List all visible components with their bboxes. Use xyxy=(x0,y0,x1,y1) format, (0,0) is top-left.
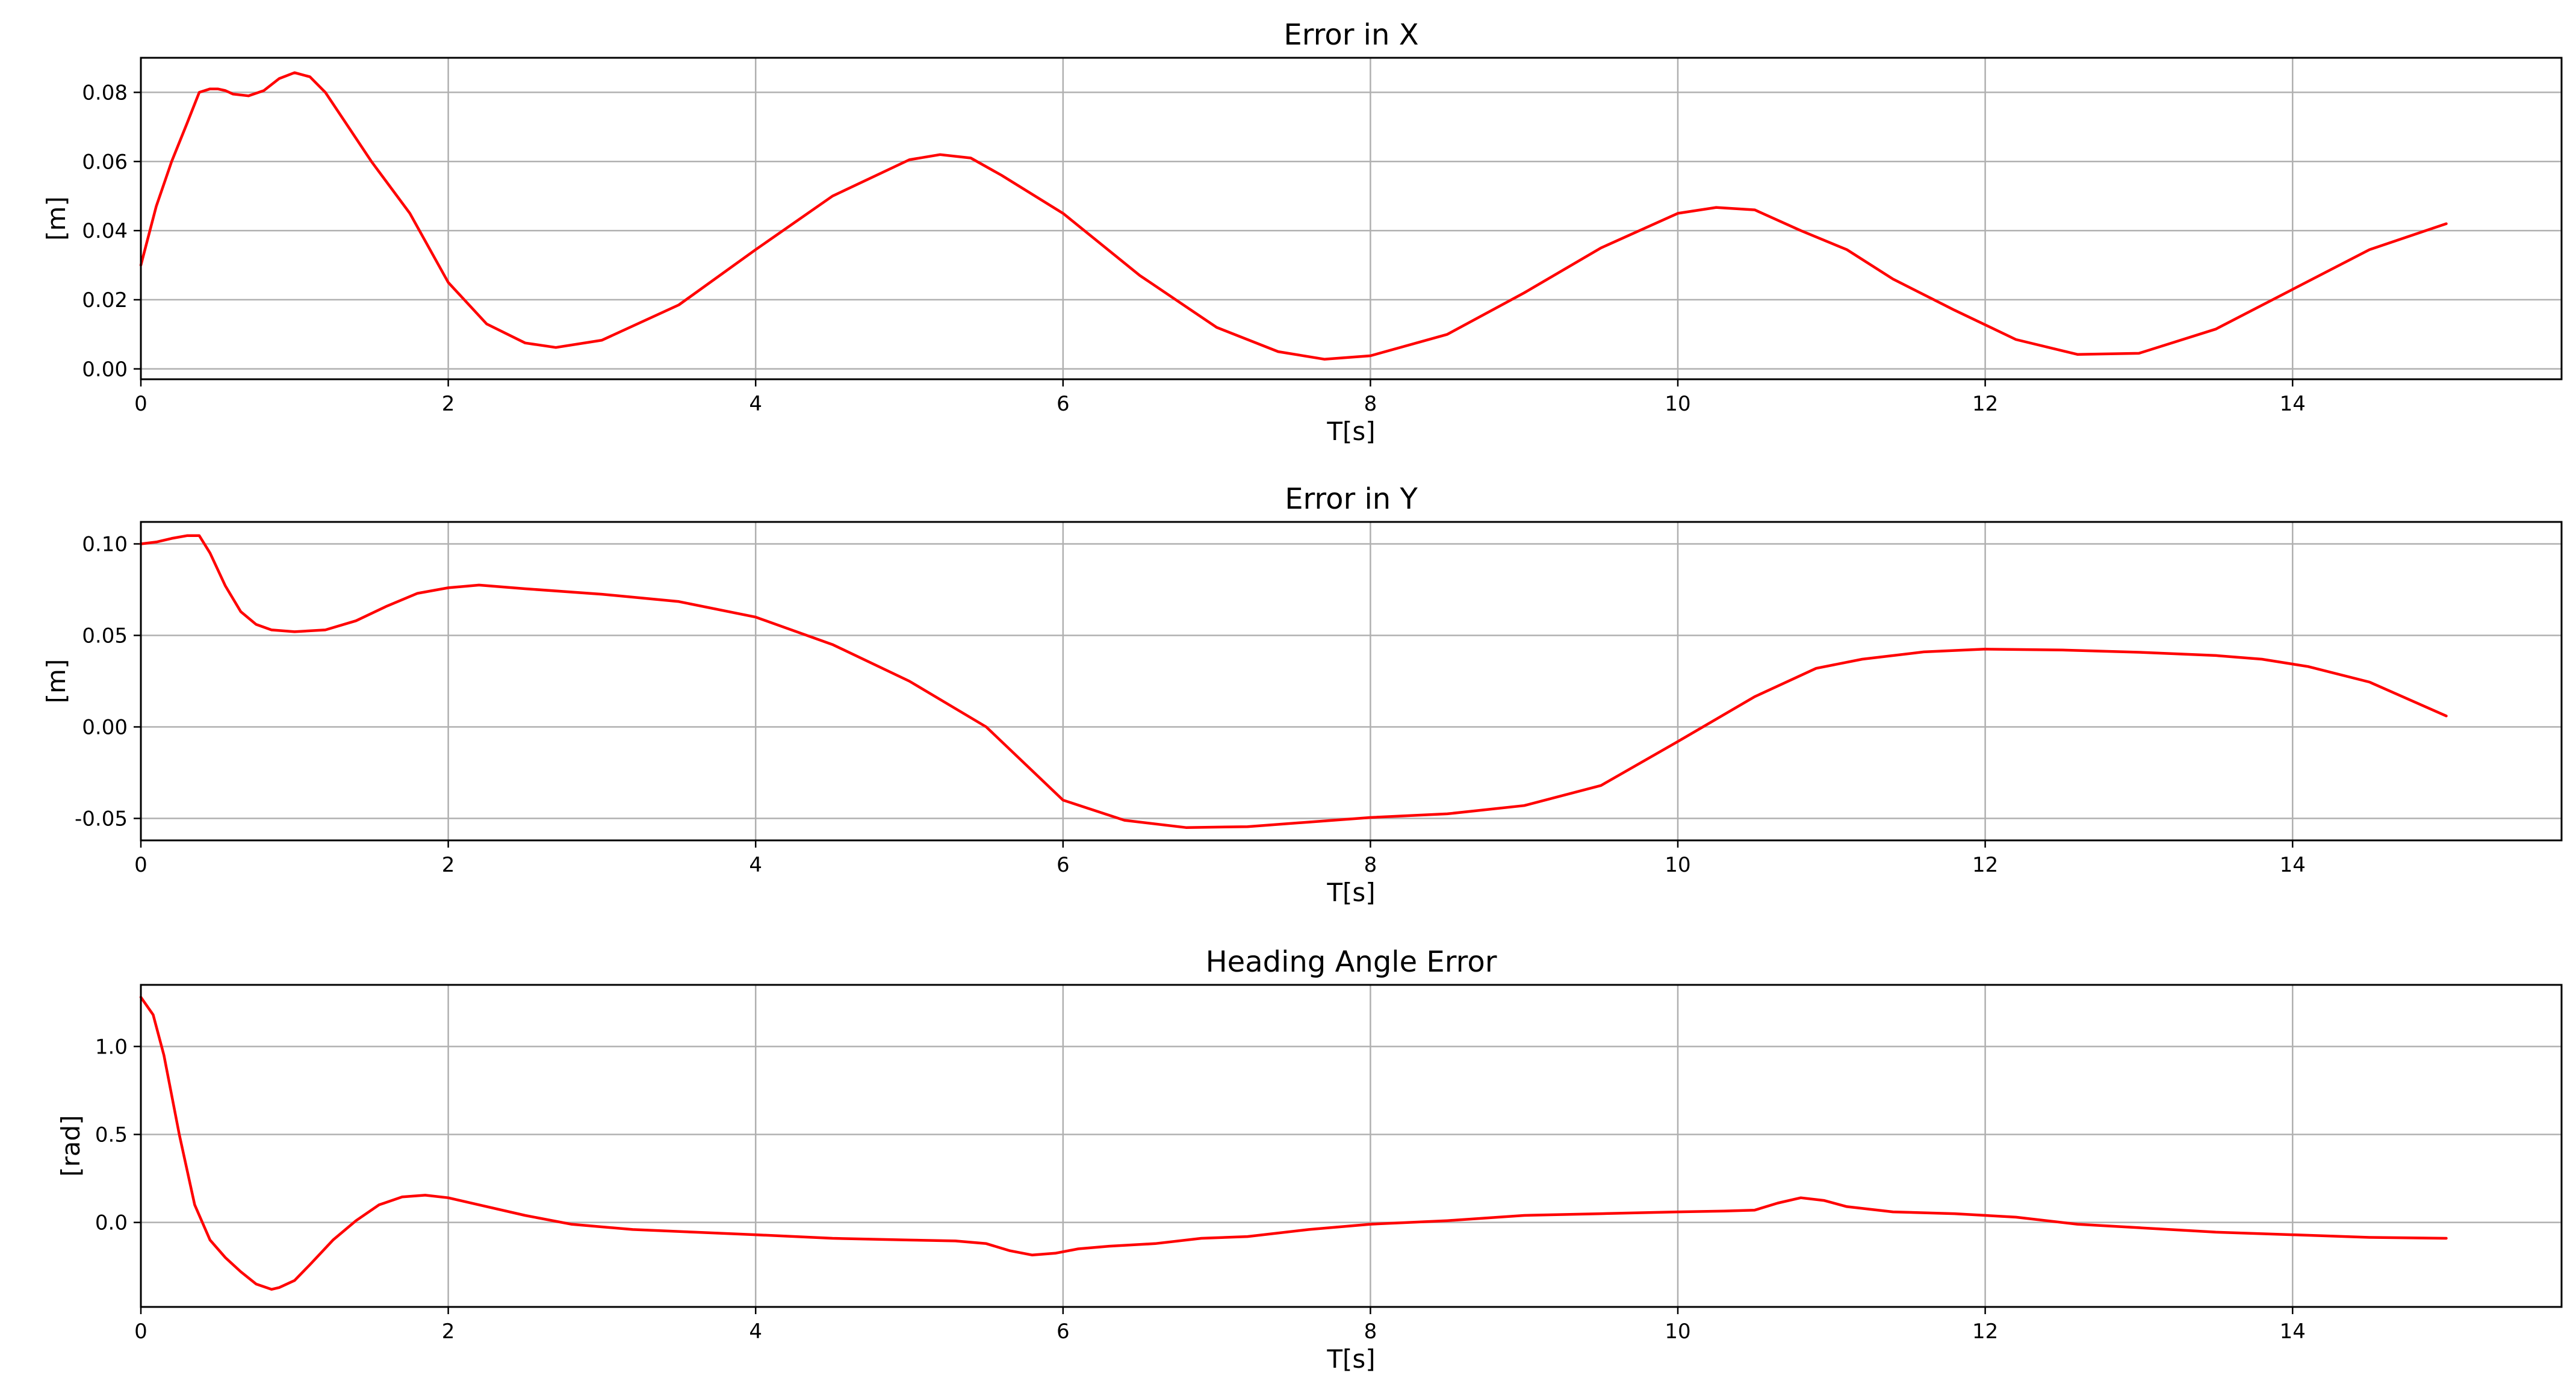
x-tick-label: 4 xyxy=(749,392,762,416)
series-line xyxy=(139,996,2448,1291)
chart-title: Heading Angle Error xyxy=(1206,945,1497,979)
x-tick-label: 12 xyxy=(1972,392,1998,416)
y-axis-label: [m] xyxy=(42,196,71,241)
x-tick-label: 10 xyxy=(1665,392,1690,416)
y-tick-label: 0.00 xyxy=(82,358,128,382)
axes-frame xyxy=(140,984,2563,1308)
y-tick-label: 0.00 xyxy=(82,716,128,740)
x-tick-label: 2 xyxy=(442,392,455,416)
x-tick-label: 12 xyxy=(1972,1320,1998,1344)
y-axis-label: [m] xyxy=(42,659,71,704)
x-axis-label: T[s] xyxy=(1326,417,1375,446)
y-tick-label: 0.5 xyxy=(95,1123,128,1147)
x-tick-label: 2 xyxy=(442,1320,455,1344)
x-tick-label: 10 xyxy=(1665,853,1690,877)
x-tick-label: 0 xyxy=(134,1320,147,1344)
x-tick-label: 14 xyxy=(2280,392,2306,416)
subplot-3: 0 2 4 6 8 10 12 14 0.0 0.5 1.0 Heading Angle Error T… xyxy=(56,945,2563,1374)
y-tick-label: 1.0 xyxy=(95,1035,128,1059)
y-axis-label: [rad] xyxy=(56,1115,85,1176)
subplot-2: 0 2 4 6 8 10 12 14 -0.05 0.00 0.05 0.10 Error in Y T[… xyxy=(42,482,2563,907)
x-tick-label: 4 xyxy=(749,1320,762,1344)
x-tick-label: 12 xyxy=(1972,853,1998,877)
y-tick-label: 0.06 xyxy=(82,150,128,174)
x-tick-label: 14 xyxy=(2280,853,2306,877)
y-tick-label: 0.04 xyxy=(82,219,128,243)
chart-title: Error in X xyxy=(1283,18,1418,52)
axes-frame xyxy=(140,521,2563,842)
x-tick-label: 6 xyxy=(1057,853,1070,877)
x-tick-label: 8 xyxy=(1364,392,1377,416)
y-tick-label: -0.05 xyxy=(75,807,128,831)
x-axis-label: T[s] xyxy=(1326,878,1375,907)
x-tick-label: 0 xyxy=(134,853,147,877)
x-tick-label: 14 xyxy=(2280,1320,2306,1344)
axes-frame xyxy=(140,57,2563,380)
x-tick-label: 6 xyxy=(1057,1320,1070,1344)
y-tick-label: 0.0 xyxy=(95,1211,128,1235)
series-line xyxy=(139,71,2448,361)
y-tick-label: 0.10 xyxy=(82,532,128,556)
x-tick-label: 2 xyxy=(442,853,455,877)
x-tick-label: 8 xyxy=(1364,1320,1377,1344)
subplot-1: 0 2 4 6 8 10 12 14 0.00 0.02 0.04 0.06 0.08 Error in … xyxy=(42,18,2563,446)
y-tick-label: 0.08 xyxy=(82,81,128,105)
x-tick-label: 8 xyxy=(1364,853,1377,877)
x-tick-label: 10 xyxy=(1665,1320,1690,1344)
x-axis-label: T[s] xyxy=(1326,1344,1375,1374)
x-tick-label: 6 xyxy=(1057,392,1070,416)
x-tick-label: 0 xyxy=(134,392,147,416)
series-line xyxy=(139,534,2448,829)
x-tick-label: 4 xyxy=(749,853,762,877)
y-tick-label: 0.05 xyxy=(82,624,128,648)
y-tick-label: 0.02 xyxy=(82,288,128,312)
chart-title: Error in Y xyxy=(1285,482,1418,516)
